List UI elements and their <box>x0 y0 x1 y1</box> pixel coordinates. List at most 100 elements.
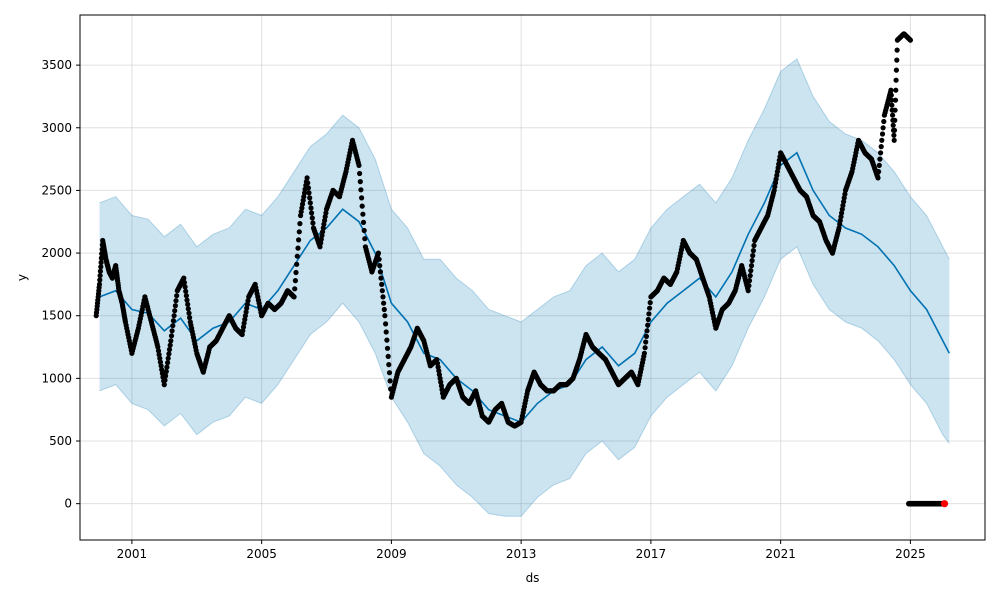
observation-point <box>173 298 179 304</box>
observation-point <box>97 273 103 279</box>
observation-point <box>172 308 178 314</box>
observation-point <box>186 310 192 316</box>
observation-point <box>170 323 176 329</box>
observation-point <box>174 293 180 299</box>
observation-point <box>377 263 383 269</box>
observation-point <box>98 259 104 266</box>
observation-point <box>170 318 176 324</box>
observation-point <box>383 329 389 335</box>
observation-point <box>641 350 648 356</box>
observation-point <box>643 339 649 345</box>
observation-point <box>183 293 189 299</box>
x-tick-label: 2021 <box>765 547 796 561</box>
observation-point <box>878 150 884 156</box>
observation-point <box>888 87 894 93</box>
observation-point <box>185 306 191 312</box>
observation-point <box>164 364 170 370</box>
observation-point <box>357 170 363 177</box>
observation-point <box>888 92 894 98</box>
observation-point <box>879 137 885 143</box>
observation-point <box>292 286 298 292</box>
x-tick-label: 2013 <box>506 547 537 561</box>
observation-point <box>307 200 313 206</box>
plot-area <box>79 14 986 541</box>
observation-point <box>381 306 387 313</box>
x-tick-label: 2017 <box>636 547 667 561</box>
observation-point <box>309 210 315 216</box>
observation-point <box>98 255 104 261</box>
observation-point <box>360 211 366 217</box>
observation-point <box>169 328 175 334</box>
observation-point <box>751 242 757 249</box>
observation-point <box>880 125 886 131</box>
observation-point <box>362 236 368 242</box>
observation-point <box>893 77 899 83</box>
observation-point <box>881 118 887 125</box>
observation-point <box>187 315 193 321</box>
observation-point <box>893 87 899 93</box>
observation-point <box>296 237 302 243</box>
uncertainty-area <box>99 58 950 517</box>
observation-point <box>894 57 900 63</box>
observation-point <box>747 273 753 279</box>
plot-frame <box>79 14 986 541</box>
observation-point <box>294 261 300 267</box>
y-tick-label: 500 <box>49 434 72 448</box>
observation-point <box>749 258 755 264</box>
observation-point <box>893 67 900 73</box>
x-axis: 2001 2005 2009 2013 2017 2021 2025 <box>117 540 926 561</box>
observation-point <box>647 300 653 306</box>
y-axis-label: y <box>15 274 29 281</box>
observation-point <box>162 377 168 383</box>
observation-point <box>748 268 754 274</box>
observation-point <box>165 355 171 361</box>
observation-point <box>878 144 884 150</box>
x-axis-label: ds <box>526 571 540 585</box>
observation-point <box>889 102 895 108</box>
observation-point <box>291 294 297 300</box>
observation-point <box>358 187 364 193</box>
uncertainty-band <box>99 58 950 517</box>
observation-point <box>907 37 914 43</box>
observation-point <box>168 333 175 339</box>
y-tick-label: 3000 <box>41 121 72 135</box>
observation-point <box>876 162 882 168</box>
observation-point <box>375 250 381 256</box>
observation-point <box>379 281 385 287</box>
observation-point <box>748 263 755 269</box>
forecast-line <box>99 151 951 424</box>
observation-point <box>892 117 898 123</box>
observation-point <box>894 47 900 53</box>
y-axis: 0 500 1000 1500 2000 2500 3000 3500 <box>41 58 80 511</box>
x-tick-label: 2001 <box>117 547 148 561</box>
observation-point <box>185 301 191 307</box>
observation-points <box>93 31 914 429</box>
observation-point <box>891 132 897 138</box>
observation-point <box>384 345 391 351</box>
x-tick-label: 2025 <box>895 547 926 561</box>
observation-point <box>386 362 392 368</box>
observation-point <box>745 288 751 294</box>
observation-point <box>294 253 300 259</box>
observation-point <box>297 221 303 227</box>
x-tick-label: 2009 <box>376 547 407 561</box>
observation-point <box>97 277 103 283</box>
observation-point <box>380 294 386 300</box>
observation-point <box>307 195 313 201</box>
x-tick-label: 2005 <box>246 547 277 561</box>
upper-bound-line <box>99 58 950 323</box>
observation-point <box>387 378 393 384</box>
observation-point <box>645 322 651 328</box>
observation-point <box>356 162 362 168</box>
observation-point <box>642 345 648 351</box>
observation-point <box>359 195 365 201</box>
observation-point <box>879 131 886 137</box>
observation-point <box>361 227 367 234</box>
observation-point <box>889 97 895 103</box>
observation-point <box>875 175 881 181</box>
observation-point <box>377 269 383 275</box>
y-tick-label: 0 <box>64 497 72 511</box>
observation-point <box>165 360 171 366</box>
